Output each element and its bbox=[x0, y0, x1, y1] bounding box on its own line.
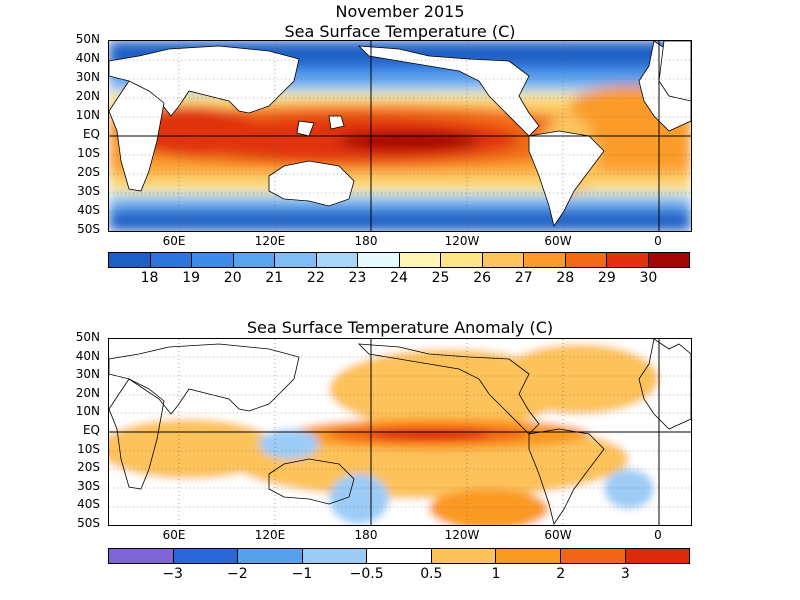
anomaly-map bbox=[108, 338, 692, 526]
colorbar-swatch bbox=[441, 253, 483, 267]
colorbar-label: 26 bbox=[473, 270, 492, 286]
colorbar-swatch bbox=[233, 253, 275, 267]
colorbar-label: 1 bbox=[491, 566, 501, 582]
lon-label: 120E bbox=[254, 528, 286, 542]
lon-label: 180 bbox=[354, 528, 378, 542]
lat-label: 50S bbox=[77, 222, 100, 236]
lat-label: 40N bbox=[75, 51, 100, 65]
colorbar-swatch bbox=[109, 253, 151, 267]
lat-label: 30N bbox=[75, 367, 100, 382]
lat-label: 40S bbox=[77, 203, 100, 217]
colorbar-swatch bbox=[625, 549, 690, 563]
colorbar-swatch bbox=[275, 253, 317, 267]
colorbar-swatch bbox=[482, 253, 524, 267]
lat-label: 50N bbox=[75, 32, 100, 46]
lat-label: 10N bbox=[75, 404, 100, 419]
lon-label: 180 bbox=[354, 234, 378, 248]
colorbar-label: 18 bbox=[140, 270, 159, 286]
colorbar-label: −3 bbox=[162, 566, 183, 582]
anomaly-panel-title: Sea Surface Temperature Anomaly (C) bbox=[246, 318, 554, 337]
lon-label: 120E bbox=[254, 234, 286, 248]
colorbar-swatch bbox=[399, 253, 441, 267]
colorbar-label: 23 bbox=[348, 270, 367, 286]
colorbar-label: 2 bbox=[556, 566, 566, 582]
colorbar-swatch bbox=[238, 549, 303, 563]
lat-label: 30N bbox=[75, 70, 100, 84]
sst-map bbox=[108, 40, 692, 232]
lat-label: EQ bbox=[82, 423, 100, 437]
colorbar-label: 29 bbox=[597, 270, 616, 286]
lat-label: 40S bbox=[77, 497, 100, 512]
lat-label: 20S bbox=[77, 460, 100, 475]
lat-label: 10S bbox=[77, 146, 100, 160]
sst-colorbar bbox=[108, 252, 690, 268]
lat-label: 50S bbox=[77, 516, 100, 530]
lat-label: 20N bbox=[75, 89, 100, 103]
lat-label: 30S bbox=[77, 478, 100, 493]
colorbar-label: 25 bbox=[431, 270, 450, 286]
lat-label: 40N bbox=[75, 348, 100, 363]
lat-label: 20S bbox=[77, 165, 100, 179]
lon-label: 60E bbox=[162, 234, 186, 248]
colorbar-swatch bbox=[565, 253, 607, 267]
colorbar-label: −1 bbox=[291, 566, 313, 582]
lon-label: 60W bbox=[544, 528, 572, 542]
colorbar-label: 20 bbox=[223, 270, 242, 286]
colorbar-label: 0.5 bbox=[420, 566, 443, 582]
colorbar-swatch bbox=[150, 253, 192, 267]
colorbar-label: 27 bbox=[514, 270, 533, 286]
lat-label: EQ bbox=[82, 127, 100, 141]
colorbar-swatch bbox=[496, 549, 561, 563]
lat-label: 50N bbox=[75, 330, 100, 344]
colorbar-label: 3 bbox=[620, 566, 630, 582]
anomaly-colorbar bbox=[108, 548, 690, 564]
colorbar-label: 21 bbox=[265, 270, 284, 286]
colorbar-label: 28 bbox=[556, 270, 575, 286]
lat-label: 20N bbox=[75, 385, 100, 400]
figure-title: November 2015 bbox=[335, 2, 465, 21]
sst-panel-title: Sea Surface Temperature (C) bbox=[284, 22, 516, 41]
colorbar-swatch bbox=[524, 253, 566, 267]
lat-label: 10S bbox=[77, 441, 100, 456]
colorbar-label: −2 bbox=[227, 566, 248, 582]
lon-label: 120W bbox=[444, 234, 480, 248]
colorbar-label: −0.5 bbox=[349, 566, 384, 582]
colorbar-swatch bbox=[648, 253, 689, 267]
lat-label: 30S bbox=[77, 184, 100, 198]
continents bbox=[109, 339, 691, 525]
colorbar-swatch bbox=[367, 549, 432, 563]
lon-label: 60W bbox=[544, 234, 572, 248]
lon-label: 0 bbox=[654, 234, 662, 248]
colorbar-swatch bbox=[316, 253, 358, 267]
colorbar-label: 22 bbox=[306, 270, 325, 286]
colorbar-label: 30 bbox=[639, 270, 658, 286]
lon-label: 120W bbox=[444, 528, 480, 542]
lon-label: 60E bbox=[162, 528, 186, 542]
colorbar-label: 19 bbox=[182, 270, 201, 286]
lon-label: 0 bbox=[654, 528, 662, 542]
colorbar-label: 24 bbox=[390, 270, 408, 286]
colorbar-swatch bbox=[173, 549, 239, 563]
colorbar-swatch bbox=[607, 253, 649, 267]
colorbar-swatch bbox=[302, 549, 368, 563]
colorbar-swatch bbox=[109, 549, 174, 563]
colorbar-swatch bbox=[358, 253, 400, 267]
colorbar-swatch bbox=[431, 549, 497, 563]
colorbar-swatch bbox=[192, 253, 234, 267]
colorbar-swatch bbox=[560, 549, 626, 563]
lat-label: 10N bbox=[75, 108, 100, 122]
